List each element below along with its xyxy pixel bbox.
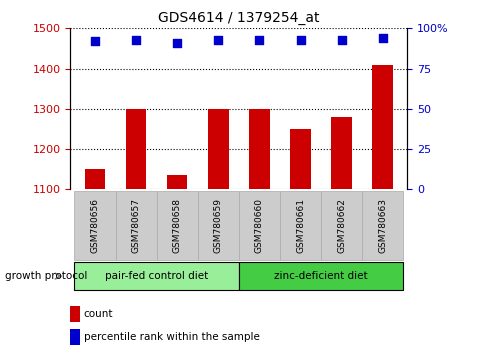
Point [296,37,304,42]
Bar [279,191,320,260]
Bar [166,175,187,189]
Bar [238,262,403,290]
Bar [331,117,351,189]
Text: GSM780661: GSM780661 [295,198,304,253]
Bar [85,169,105,189]
Point [91,38,99,44]
Bar [70,329,80,345]
Text: GSM780660: GSM780660 [255,198,263,253]
Title: GDS4614 / 1379254_at: GDS4614 / 1379254_at [158,11,319,24]
Point [214,37,222,42]
Bar [289,129,310,189]
Point [173,40,181,46]
Point [378,35,386,41]
Text: GSM780662: GSM780662 [336,198,346,253]
Bar [208,109,228,189]
Text: count: count [84,309,113,319]
Bar [125,109,146,189]
Text: GSM780658: GSM780658 [172,198,182,253]
Bar [320,191,362,260]
Text: GSM780656: GSM780656 [91,198,99,253]
Bar [74,262,238,290]
Text: growth protocol: growth protocol [5,271,87,281]
Bar [372,64,392,189]
Point [132,37,140,42]
Text: GSM780663: GSM780663 [378,198,386,253]
Bar [74,191,115,260]
Bar [238,191,279,260]
Bar [115,191,156,260]
Text: pair-fed control diet: pair-fed control diet [105,271,208,281]
Bar [197,191,238,260]
Text: percentile rank within the sample: percentile rank within the sample [84,332,259,342]
Point [337,37,345,42]
Bar [70,306,80,321]
Bar [249,109,269,189]
Bar [156,191,197,260]
Text: GSM780659: GSM780659 [213,198,222,253]
Bar [362,191,403,260]
Text: zinc-deficient diet: zinc-deficient diet [273,271,367,281]
Text: GSM780657: GSM780657 [131,198,140,253]
Point [255,37,263,42]
